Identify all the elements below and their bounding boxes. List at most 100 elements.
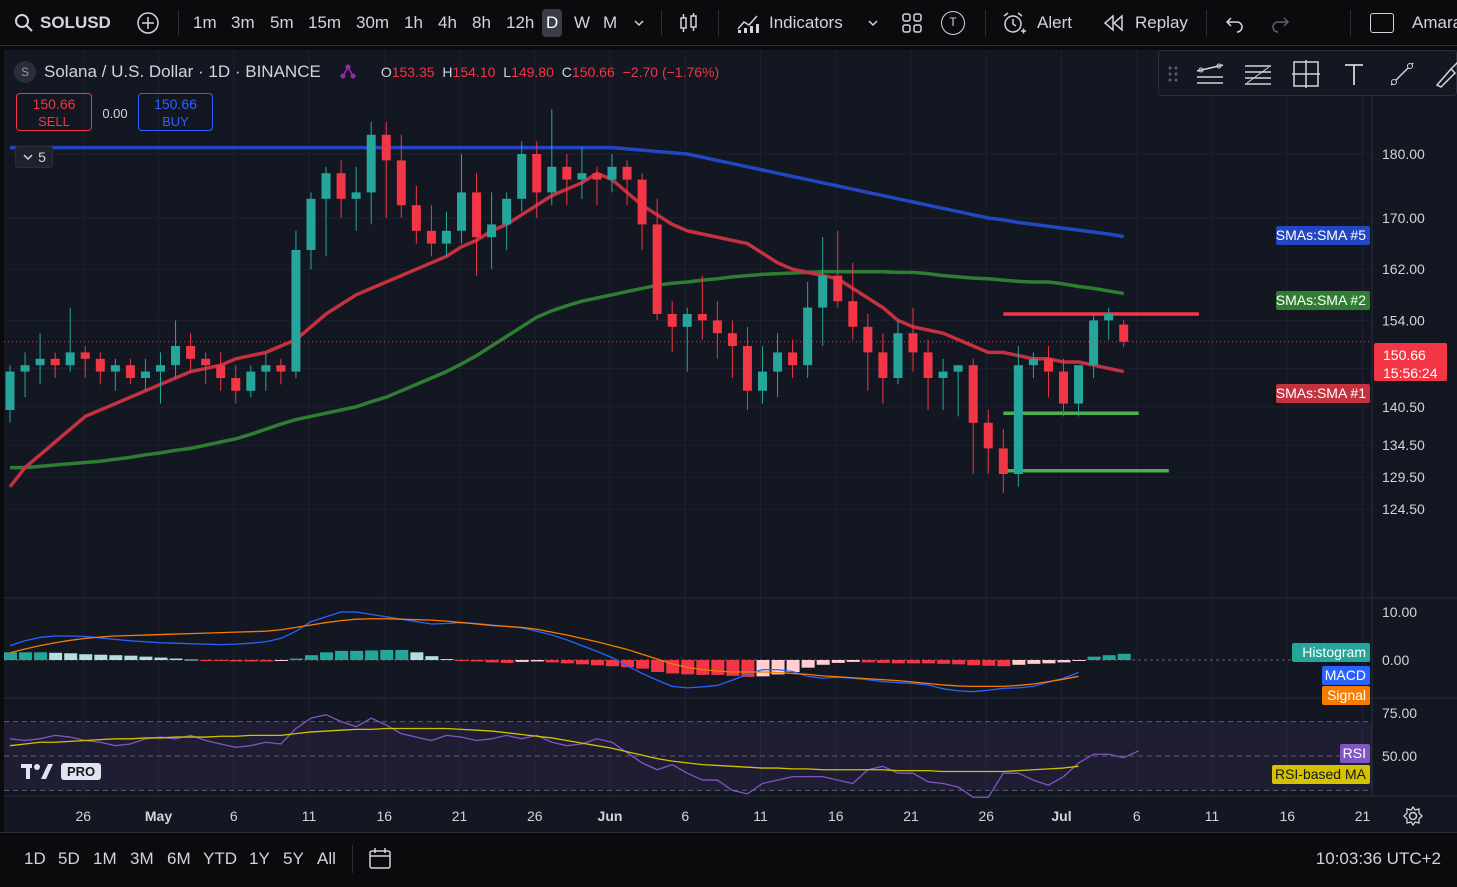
- text-tool-icon[interactable]: [1337, 57, 1371, 91]
- price-tick-label: 154.00: [1382, 312, 1425, 328]
- macd-histogram-bar: [49, 652, 63, 660]
- tf-3m[interactable]: 3m: [231, 0, 255, 46]
- range-6m[interactable]: 6M: [167, 849, 191, 868]
- tf-15m[interactable]: 15m: [308, 0, 341, 46]
- divider: [985, 10, 986, 36]
- range-3m[interactable]: 3M: [130, 849, 154, 868]
- macd-line: [9, 611, 1079, 693]
- undo-button[interactable]: [1223, 0, 1245, 46]
- settings-gear-icon[interactable]: [1402, 805, 1424, 827]
- indicators-collapse-toggle[interactable]: 5: [15, 146, 53, 168]
- long-position-icon[interactable]: [1289, 57, 1323, 91]
- calendar-icon[interactable]: [367, 846, 393, 872]
- replay-button[interactable]: Replay: [1102, 0, 1188, 46]
- divider: [661, 10, 662, 36]
- drag-handle-icon[interactable]: [1165, 57, 1181, 91]
- chart-type-button[interactable]: [677, 0, 701, 46]
- tf-4h[interactable]: 4h: [438, 0, 457, 46]
- tf-dropdown[interactable]: [632, 0, 646, 46]
- countdown-tag: 15:56:24: [1383, 365, 1438, 381]
- time-tick-label: 16: [376, 808, 392, 824]
- tradingview-logo-icon: [21, 764, 53, 779]
- candle-body: [682, 314, 692, 327]
- macd-histogram-bar: [410, 652, 424, 660]
- tf-8h[interactable]: 8h: [472, 0, 491, 46]
- tf-w[interactable]: W: [574, 0, 590, 46]
- tf-1m[interactable]: 1m: [193, 0, 217, 46]
- range-1y[interactable]: 1Y: [249, 849, 270, 868]
- buy-button[interactable]: 150.66 BUY: [138, 93, 213, 131]
- alert-button[interactable]: Alert: [1001, 0, 1072, 46]
- sell-button[interactable]: 150.66 SELL: [16, 93, 92, 131]
- macd-histogram-bar: [771, 660, 785, 675]
- macd-histogram-bar: [982, 660, 996, 666]
- time-tick-label: 21: [1355, 808, 1371, 824]
- trendline-icon[interactable]: [1385, 57, 1419, 91]
- candle-body: [156, 365, 165, 372]
- fib-retracement-icon[interactable]: [1241, 57, 1275, 91]
- symbol-logo-icon: S: [14, 61, 36, 83]
- sell-price: 150.66: [32, 96, 76, 112]
- tf-m[interactable]: M: [603, 0, 617, 46]
- clock[interactable]: 10:03:36 UTC+2: [1315, 849, 1441, 868]
- range-5d[interactable]: 5D: [58, 849, 80, 868]
- indicators-button[interactable]: Indicators: [735, 0, 843, 46]
- macd-histogram-bar: [606, 660, 619, 667]
- macd-histogram-bar: [1072, 660, 1086, 661]
- candle-body: [562, 166, 572, 180]
- range-1d[interactable]: 1D: [24, 849, 46, 868]
- time-tick-label: 21: [452, 808, 468, 824]
- candles-icon: [680, 13, 697, 32]
- range-5y[interactable]: 5Y: [283, 849, 304, 868]
- tf-5m[interactable]: 5m: [270, 0, 294, 46]
- tf-d[interactable]: D: [542, 0, 563, 46]
- regression-trend-icon[interactable]: [1193, 57, 1227, 91]
- tf-30m[interactable]: 30m: [356, 0, 389, 46]
- candle-body: [261, 365, 271, 372]
- candle-body: [517, 154, 527, 199]
- candle-body: [742, 346, 752, 391]
- rsi-ma-tag-bg: [1272, 765, 1370, 784]
- redo-button[interactable]: [1270, 0, 1292, 46]
- brush-icon[interactable]: [1431, 57, 1457, 91]
- macd-histogram-bar: [380, 649, 394, 660]
- candle-body: [502, 198, 512, 225]
- layouts-button[interactable]: [901, 0, 923, 46]
- templates-button[interactable]: T: [941, 0, 965, 46]
- macd-histogram-bar: [1117, 653, 1131, 660]
- candle-body: [1059, 371, 1068, 404]
- macd-histogram-bar: [816, 660, 830, 665]
- range-1m[interactable]: 1M: [93, 849, 117, 868]
- candle-body: [637, 179, 647, 225]
- tf-1h[interactable]: 1h: [404, 0, 423, 46]
- open-key: O: [380, 64, 392, 80]
- data-source-icon[interactable]: [339, 63, 357, 81]
- price-tick-label: 180.00: [1382, 146, 1425, 162]
- layout-name-button[interactable]: Amara: [1370, 0, 1457, 46]
- range-ytd[interactable]: YTD: [203, 849, 237, 868]
- sma-2-tag-text: SMAs:SMA #2: [1276, 292, 1366, 308]
- candle-body: [758, 371, 767, 391]
- range-all[interactable]: All: [317, 849, 336, 868]
- symbol-search[interactable]: SOLUSD: [14, 0, 111, 46]
- tradingview-logo[interactable]: PRO: [20, 760, 102, 782]
- chart-title[interactable]: Solana / U.S. Dollar · 1D · BINANCE: [44, 62, 321, 81]
- indicators-dropdown[interactable]: [866, 0, 880, 46]
- sma-2-tag: SMAs:SMA #2: [1276, 291, 1370, 310]
- time-tick-label: 16: [828, 808, 844, 824]
- candle-body: [201, 358, 211, 366]
- macd-histogram-bar: [621, 660, 635, 668]
- rsi-tag-text: RSI: [1343, 745, 1366, 761]
- symbol-legend: S Solana / U.S. Dollar · 1D · BINANCE O 1…: [14, 60, 719, 84]
- macd-histogram-bar: [64, 653, 78, 660]
- high-key: H: [442, 64, 453, 80]
- macd-histogram-bar: [922, 660, 936, 664]
- tf-12h[interactable]: 12h: [506, 0, 534, 46]
- candle-body: [321, 173, 331, 199]
- high-value: 154.10: [452, 64, 496, 80]
- compare-symbol-button[interactable]: [136, 0, 160, 46]
- candle-body: [968, 365, 978, 423]
- macd-histogram-bar: [590, 660, 604, 666]
- rsi-ma-line: [9, 727, 1079, 773]
